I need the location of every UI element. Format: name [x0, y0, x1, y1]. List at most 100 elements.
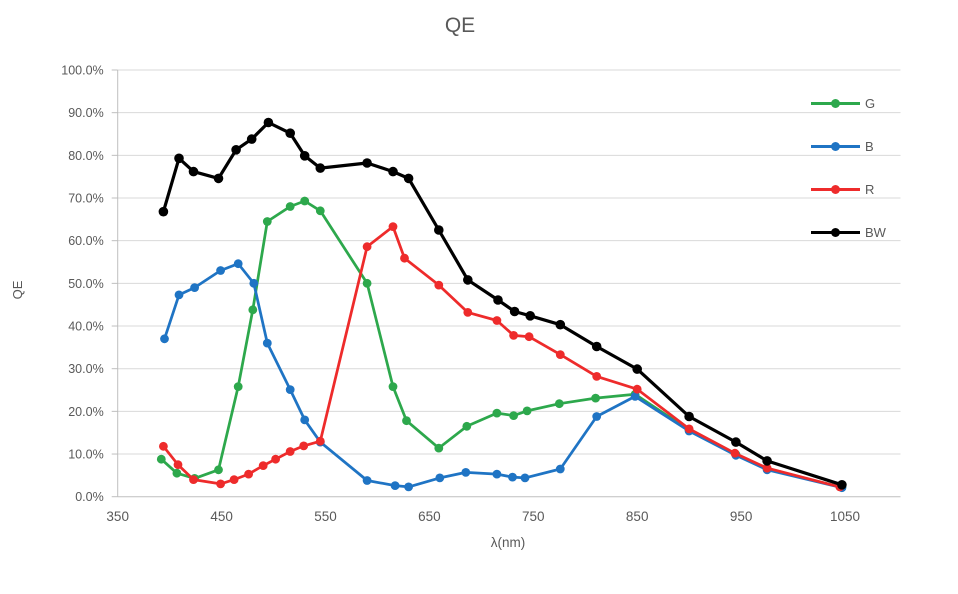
data-point-G [248, 305, 258, 315]
data-point-R [592, 372, 602, 381]
data-point-G [315, 206, 325, 216]
data-point-B [520, 473, 530, 483]
data-point-BW [213, 173, 224, 184]
y-tick-label: 40.0% [68, 320, 103, 334]
data-point-G [492, 408, 502, 418]
data-point-BW [684, 411, 694, 422]
data-point-B [174, 290, 184, 300]
data-point-G [591, 393, 600, 403]
data-point-BW [762, 456, 772, 466]
legend-marker-bw-icon [811, 224, 860, 241]
x-axis-title: λ(nm) [490, 535, 526, 550]
data-point-B [630, 392, 640, 401]
x-tick-label: 350 [106, 509, 129, 524]
y-tick-label: 100.0% [61, 64, 103, 78]
legend-label-b: B [865, 139, 874, 154]
data-point-G [214, 465, 223, 475]
y-axis-title: QE [10, 280, 25, 300]
data-point-R [400, 253, 409, 263]
chart-title: QE [444, 14, 476, 37]
data-point-BW [246, 134, 257, 144]
data-point-BW [509, 306, 520, 317]
data-point-BW [285, 128, 296, 138]
data-point-B [362, 476, 372, 485]
data-point-R [299, 441, 309, 451]
data-point-BW [591, 341, 602, 352]
data-point-BW [158, 206, 169, 217]
data-point-R [524, 332, 534, 342]
legend-item-g: G [811, 95, 886, 112]
data-point-G [233, 382, 243, 391]
data-point-BW [555, 319, 566, 330]
data-point-R [362, 242, 372, 252]
data-point-R [684, 424, 694, 434]
series-R-line [162, 225, 842, 489]
x-tick-label: 550 [314, 509, 337, 524]
data-point-B [249, 278, 259, 288]
y-tick-label: 80.0% [68, 149, 103, 163]
data-point-B [233, 259, 243, 269]
data-point-B [435, 473, 445, 483]
data-point-BW [315, 163, 326, 173]
data-point-B [461, 468, 471, 477]
data-point-BW [263, 117, 274, 128]
data-point-B [190, 283, 200, 292]
data-point-G [554, 399, 564, 409]
y-tick-label: 60.0% [68, 234, 103, 248]
data-point-R [632, 384, 642, 394]
legend-label-bw: BW [865, 225, 886, 240]
data-point-BW [403, 173, 414, 184]
data-point-BW [188, 166, 199, 177]
data-point-G [388, 382, 398, 391]
data-point-G [285, 202, 295, 211]
data-point-B [300, 415, 310, 425]
data-point-BW [434, 225, 444, 235]
data-point-R [315, 436, 325, 446]
legend-marker-g-icon [811, 95, 860, 112]
legend-item-b: B [811, 138, 886, 155]
x-tick-label: 450 [210, 509, 233, 524]
data-point-G [462, 421, 472, 431]
data-point-R [189, 475, 198, 484]
x-tick-label: 1050 [830, 509, 860, 524]
y-tick-label: 20.0% [68, 405, 103, 419]
data-point-R [285, 447, 295, 456]
x-tick-label: 750 [522, 509, 545, 524]
data-point-B [492, 469, 502, 479]
data-point-BW [525, 311, 535, 321]
x-tick-label: 650 [418, 509, 441, 524]
data-point-R [555, 350, 565, 359]
data-point-G [522, 406, 532, 416]
legend: G B R BW [811, 95, 886, 267]
data-point-R [463, 308, 473, 317]
y-tick-label: 70.0% [68, 192, 103, 206]
x-tick-label: 850 [626, 509, 649, 524]
data-point-R [159, 441, 168, 451]
data-point-G [300, 196, 310, 206]
data-point-R [434, 280, 444, 290]
data-point-BW [463, 275, 473, 285]
data-point-BW [231, 145, 241, 155]
data-point-BW [174, 153, 184, 164]
y-tick-label: 10.0% [68, 448, 103, 462]
data-point-G [262, 217, 272, 226]
data-point-R [730, 448, 740, 458]
data-point-BW [388, 166, 398, 177]
legend-label-r: R [865, 182, 875, 197]
data-point-B [404, 482, 413, 492]
data-point-G [402, 416, 411, 426]
data-point-B [508, 472, 517, 482]
data-point-BW [362, 158, 372, 168]
data-point-G [509, 411, 518, 420]
data-point-R [492, 316, 502, 325]
data-point-BW [493, 295, 503, 305]
data-point-R [509, 331, 518, 340]
data-point-G [434, 443, 444, 453]
data-point-G [156, 454, 166, 464]
legend-item-r: R [811, 181, 886, 198]
y-tick-label: 0.0% [75, 490, 104, 504]
data-point-BW [837, 480, 847, 490]
data-point-B [390, 481, 400, 490]
legend-item-bw: BW [811, 224, 886, 241]
